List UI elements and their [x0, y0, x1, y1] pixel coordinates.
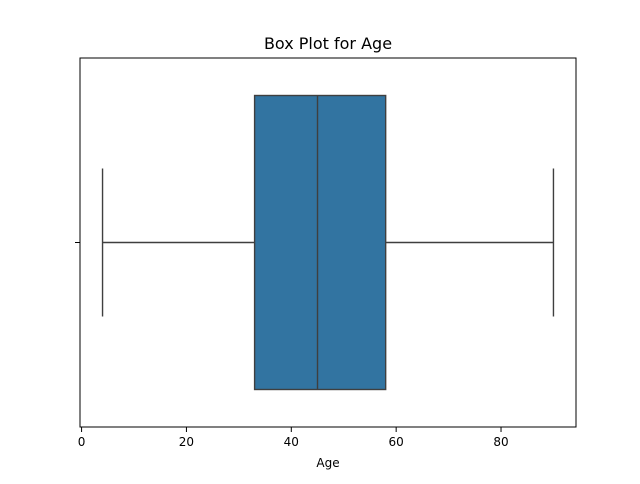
chart-title: Box Plot for Age [264, 34, 392, 53]
x-tick-label: 60 [389, 435, 404, 449]
x-tick-label: 0 [78, 435, 86, 449]
x-tick-label: 80 [493, 435, 508, 449]
box-iqr [253, 94, 387, 391]
x-tick-label: 20 [179, 435, 194, 449]
x-tick-label: 40 [284, 435, 299, 449]
x-axis-label: Age [316, 456, 339, 470]
